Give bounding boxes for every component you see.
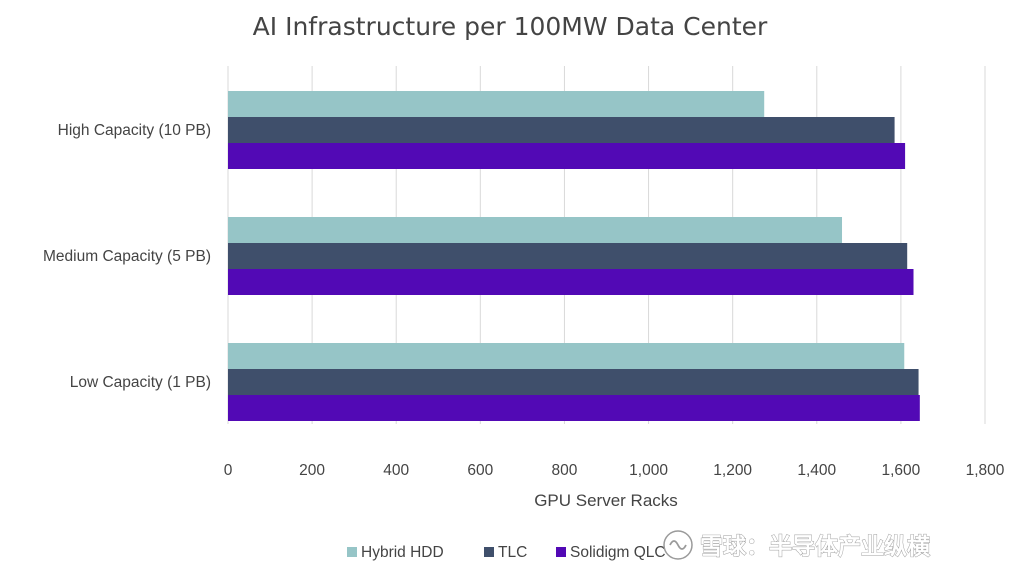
- watermark-text: 雪球：半导体产业纵横: [700, 533, 930, 560]
- legend-swatch: [556, 547, 566, 557]
- x-tick-label: 400: [383, 462, 409, 479]
- x-tick-label: 1,600: [881, 462, 920, 479]
- watermark-logo-mark: [669, 540, 687, 550]
- legend: Hybrid HDD TLC Solidigm QLC: [347, 544, 666, 561]
- x-tick-label: 0: [224, 462, 233, 479]
- x-tick-label: 1,000: [629, 462, 668, 479]
- legend-swatch: [484, 547, 494, 557]
- bar-solidigm-qlc-1: [228, 269, 914, 295]
- category-label: High Capacity (10 PB): [58, 122, 211, 139]
- bar-tlc-0: [228, 117, 895, 143]
- bar-solidigm-qlc-0: [228, 143, 906, 169]
- legend-swatch: [347, 547, 357, 557]
- x-tick-label: 600: [467, 462, 493, 479]
- bar-tlc-2: [228, 369, 919, 395]
- x-tick-label: 1,800: [966, 462, 1005, 479]
- chart-title: AI Infrastructure per 100MW Data Center: [253, 12, 768, 41]
- x-tick-label: 1,200: [713, 462, 752, 479]
- bar-solidigm-qlc-2: [228, 395, 920, 421]
- x-tick-label: 200: [299, 462, 325, 479]
- legend-label: TLC: [498, 544, 527, 561]
- category-label: Medium Capacity (5 PB): [43, 248, 211, 265]
- category-labels: High Capacity (10 PB) Medium Capacity (5 …: [43, 122, 211, 391]
- bar-hybrid-hdd-0: [228, 91, 765, 117]
- x-tick-label: 800: [552, 462, 578, 479]
- category-label: Low Capacity (1 PB): [70, 374, 211, 391]
- bar-hybrid-hdd-2: [228, 343, 905, 369]
- x-tick-labels: 0 200 400 600 800 1,000 1,200 1,400 1,600 1,800: [224, 462, 1005, 479]
- watermark: 雪球：半导体产业纵横: [663, 530, 930, 560]
- x-tick-label: 1,400: [797, 462, 836, 479]
- bar-tlc-1: [228, 243, 908, 269]
- legend-label: Solidigm QLC: [570, 544, 666, 561]
- bar-hybrid-hdd-1: [228, 217, 843, 243]
- bars: [228, 91, 920, 421]
- x-axis-title: GPU Server Racks: [534, 491, 678, 510]
- legend-label: Hybrid HDD: [361, 544, 444, 561]
